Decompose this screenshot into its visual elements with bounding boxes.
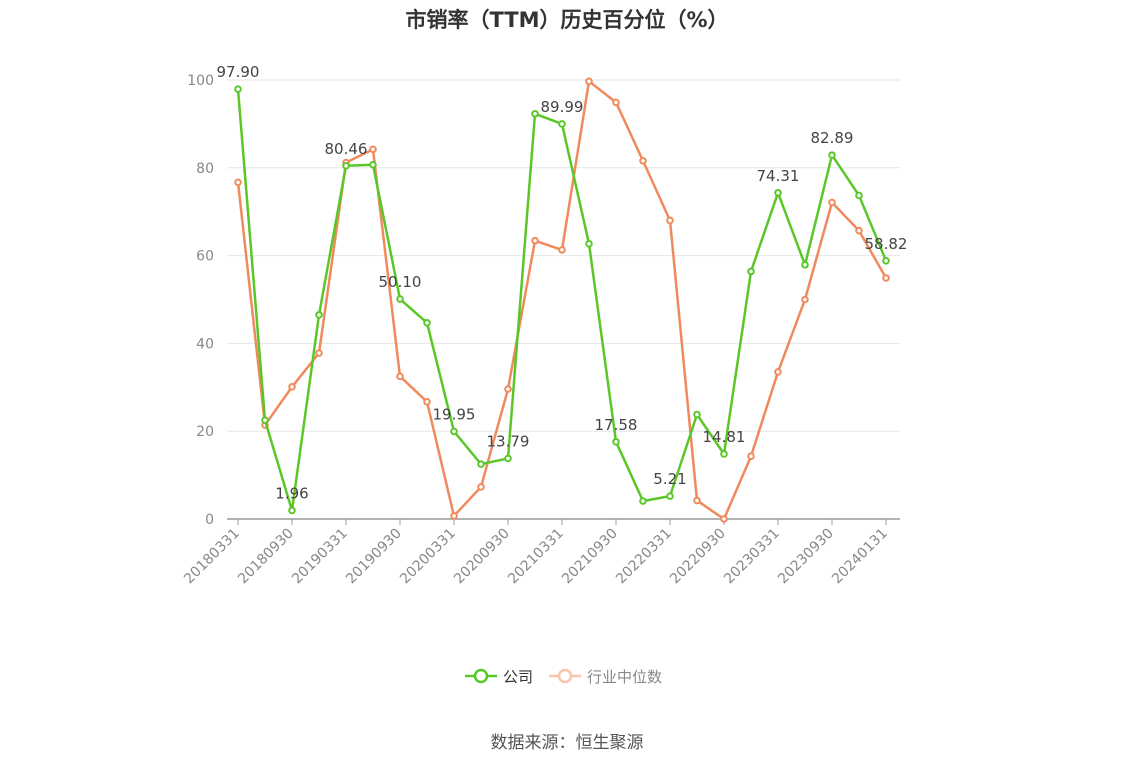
legend-label: 公司 [503,668,533,686]
data-point [450,512,458,520]
data-label: 17.58 [595,416,638,434]
data-point [558,246,566,254]
data-label: 13.79 [487,432,530,450]
data-point [234,85,242,94]
data-point [666,216,674,225]
x-tick-label: 20200930 [451,526,513,588]
data-point [720,515,728,523]
data-point [369,145,377,154]
y-tick-label: 60 [196,249,214,265]
data-point [504,385,512,393]
data-point [396,372,404,381]
x-tick-label: 20190930 [343,526,405,588]
data-label: 58.82 [865,235,908,253]
data-labels: 97.90 1.96 80.46 50.10 19.95 13.79 89.99 17.58 5… [217,63,908,502]
data-point [288,506,296,515]
y-tick-label: 100 [187,73,214,89]
y-tick-label: 40 [196,336,214,352]
data-point [504,454,512,463]
data-point [855,191,863,200]
data-point [558,120,566,128]
data-point [882,256,890,265]
data-label: 74.31 [757,167,800,185]
data-point [315,349,323,357]
x-tick-label: 20220331 [613,526,675,588]
data-label: 1.96 [275,484,308,502]
data-point [666,492,674,500]
data-point [747,452,755,461]
data-point [720,450,728,458]
data-point [801,261,809,269]
data-point [639,497,647,505]
data-label: 97.90 [217,63,260,81]
x-tick-label: 20230930 [775,526,837,588]
data-point [234,178,242,187]
x-tick-label: 20180930 [235,526,297,588]
x-tick-label: 20190331 [289,526,351,588]
x-tick-label: 20210331 [505,526,567,588]
y-tick-label: 20 [196,424,214,440]
data-point [774,368,782,376]
data-point [531,110,539,118]
data-point [315,311,323,319]
data-point [693,496,701,505]
data-point [396,295,404,303]
data-point [261,416,269,425]
data-label: 80.46 [325,140,368,158]
x-tick-label: 20220930 [667,526,729,588]
data-point [450,427,458,436]
legend[interactable]: 公司 行业中位数 [465,668,662,686]
data-label: 82.89 [811,129,854,147]
data-point [342,161,350,170]
data-point [855,226,863,235]
y-tick-label: 80 [196,161,214,177]
data-point [423,318,431,327]
data-point [693,410,701,419]
data-point [585,239,593,248]
legend-marker [557,668,573,684]
data-source: 数据来源：恒生聚源 [490,733,644,753]
legend-label: 行业中位数 [587,668,662,686]
x-tick-label: 20180331 [181,526,243,588]
chart-title: 市销率（TTM）历史百分位（%） [405,8,729,32]
data-point [828,198,836,207]
data-label: 19.95 [433,405,476,423]
data-point [531,236,539,245]
data-point [288,383,296,391]
legend-item-industry-median[interactable]: 行业中位数 [549,668,662,686]
legend-item-company[interactable]: 公司 [465,668,533,686]
y-tick-label: 0 [205,512,214,528]
data-label: 50.10 [379,273,422,291]
x-tick-label: 20230331 [721,526,783,588]
data-point [585,77,593,86]
data-label: 5.21 [653,470,686,488]
data-point [612,98,620,107]
data-point [477,483,485,491]
x-tick-label: 20240131 [829,526,891,588]
grid-lines [227,79,900,432]
data-point [801,295,809,304]
x-tick-label: 20210930 [559,526,621,588]
data-point [423,397,431,406]
data-point [612,438,620,446]
x-tick-label: 20200331 [397,526,459,588]
data-point [828,151,836,159]
data-point [774,188,782,197]
data-point [639,156,647,165]
data-label: 14.81 [703,428,746,446]
data-point [477,460,485,468]
data-point [747,267,755,276]
data-point [882,274,890,282]
data-label: 89.99 [541,98,584,116]
legend-marker [473,668,489,684]
series-layer [234,77,890,523]
data-point [369,160,377,169]
